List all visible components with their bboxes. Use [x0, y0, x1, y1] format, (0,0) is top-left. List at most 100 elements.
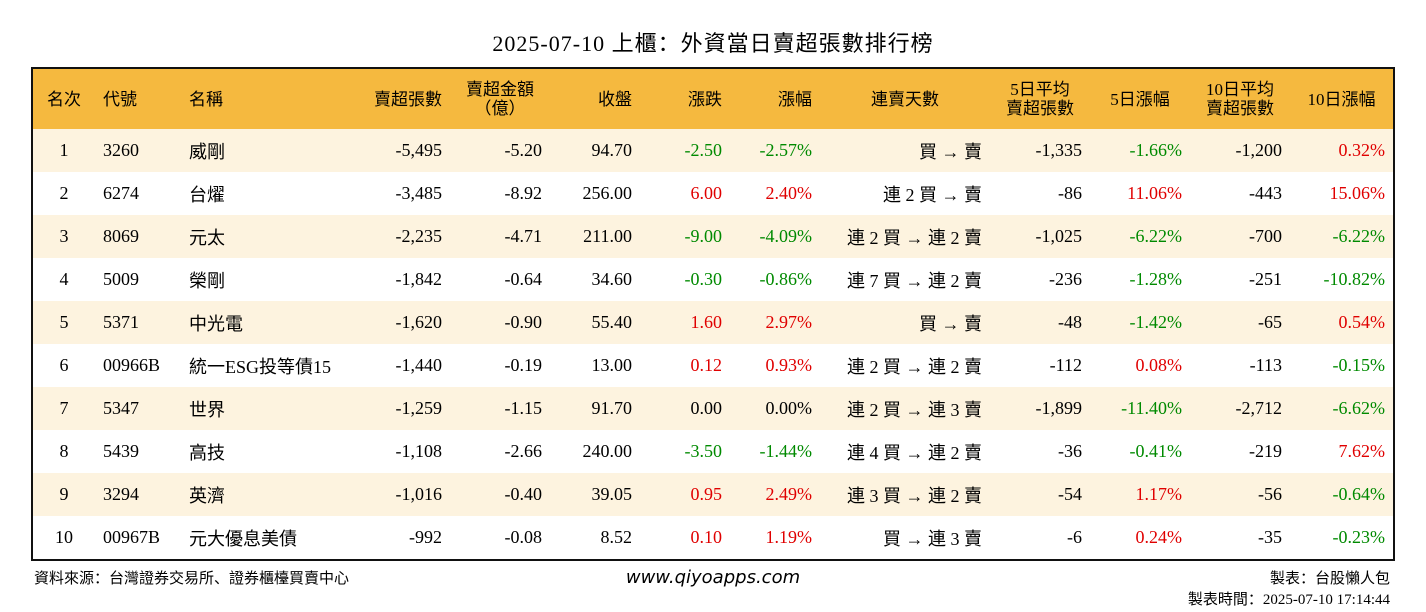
cell-name: 中光電: [189, 313, 243, 334]
cell-close: 256.00: [582, 183, 633, 203]
cell-sell-amount: -0.64: [504, 269, 543, 289]
cell-name: 元大優息美債: [189, 528, 297, 549]
cell-sell-amount: -0.08: [504, 527, 543, 547]
cell-sell-lots: -1,842: [395, 269, 443, 289]
cell-name: 高技: [189, 442, 225, 463]
cell-close: 240.00: [582, 441, 633, 461]
cell-pct: -2.57%: [759, 140, 813, 160]
header-avg10-line2: 賣超張數: [1206, 99, 1274, 118]
cell-pct10: 0.32%: [1338, 140, 1386, 160]
cell-avg10: -443: [1249, 183, 1282, 203]
header-close: 收盤: [598, 89, 632, 109]
cell-change: -2.50: [684, 140, 723, 160]
header-avg5-line2: 賣超張數: [1006, 99, 1074, 118]
cell-streak: 連 2 買 → 連 2 賣: [847, 356, 982, 377]
table-body: 1 3260 威剛 -5,495 -5.20 94.70 -2.50 -2.57% 買 → 賣 -…: [33, 129, 1393, 559]
header-avg5: 5日平均 賣超張數: [990, 69, 1090, 129]
header-sell-lots: 賣超張數: [374, 89, 442, 109]
header-sell-amount-line1: 賣超金額: [466, 80, 534, 99]
cell-avg5: -86: [1058, 183, 1082, 203]
cell-pct10: 0.54%: [1338, 312, 1386, 332]
cell-avg10: -2,712: [1235, 398, 1283, 418]
table-row: 10 00967B 元大優息美債 -992 -0.08 8.52 0.10 1.19% 買 → …: [33, 516, 1393, 559]
cell-close: 8.52: [600, 527, 633, 547]
cell-code: 5371: [103, 312, 139, 332]
header-sell-amount-line2: （億）: [474, 99, 526, 118]
data-source: 資料來源：台灣證券交易所、證券櫃檯買賣中心: [34, 571, 350, 587]
cell-rank: 5: [59, 312, 69, 332]
cell-pct5: -1.66%: [1129, 140, 1183, 160]
cell-pct5: -11.40%: [1121, 398, 1182, 418]
cell-rank: 1: [59, 140, 69, 160]
cell-pct10: -6.62%: [1332, 398, 1386, 418]
cell-close: 39.05: [591, 484, 633, 504]
cell-name: 威剛: [189, 141, 225, 162]
header-rank: 名次: [47, 89, 81, 109]
cell-close: 94.70: [591, 140, 633, 160]
cell-avg10: -1,200: [1235, 140, 1283, 160]
cell-change: 0.10: [690, 527, 723, 547]
cell-avg5: -36: [1058, 441, 1082, 461]
cell-rank: 3: [59, 226, 69, 246]
cell-avg10: -251: [1249, 269, 1282, 289]
cell-sell-amount: -5.20: [504, 140, 543, 160]
cell-name: 台燿: [189, 184, 225, 205]
cell-close: 13.00: [591, 355, 633, 375]
cell-code: 3294: [103, 484, 139, 504]
cell-code: 3260: [103, 140, 139, 160]
cell-name: 元太: [189, 227, 225, 248]
ranking-table-container: 名次 代號 名稱 賣超張數 賣超金額 （億） 收盤 漲跌 漲幅 連賣天數 5日平…: [31, 67, 1395, 561]
cell-sell-lots: -1,440: [395, 355, 443, 375]
header-change: 漲跌: [688, 89, 722, 109]
header-pct5: 5日漲幅: [1110, 89, 1170, 109]
cell-change: -0.30: [684, 269, 723, 289]
cell-sell-lots: -1,016: [395, 484, 443, 504]
cell-pct5: 1.17%: [1135, 484, 1183, 504]
cell-sell-lots: -1,620: [395, 312, 443, 332]
cell-close: 34.60: [591, 269, 633, 289]
website-link[interactable]: www.qiyoapps.com: [625, 567, 801, 588]
cell-pct10: -0.15%: [1332, 355, 1386, 375]
cell-pct10: -0.64%: [1332, 484, 1386, 504]
cell-change: 1.60: [690, 312, 723, 332]
ranking-table: 名次 代號 名稱 賣超張數 賣超金額 （億） 收盤 漲跌 漲幅 連賣天數 5日平…: [33, 69, 1393, 559]
cell-sell-lots: -2,235: [395, 226, 443, 246]
cell-streak: 連 4 買 → 連 2 賣: [847, 442, 982, 463]
cell-sell-lots: -1,108: [395, 441, 443, 461]
cell-pct: 2.49%: [765, 484, 813, 504]
cell-pct10: -10.82%: [1323, 269, 1386, 289]
cell-pct10: -6.22%: [1332, 226, 1386, 246]
cell-rank: 6: [59, 355, 69, 375]
cell-sell-lots: -5,495: [395, 140, 443, 160]
header-pct: 漲幅: [778, 89, 812, 109]
cell-pct: -0.86%: [759, 269, 813, 289]
cell-pct5: -1.42%: [1129, 312, 1183, 332]
cell-sell-amount: -4.71: [504, 226, 543, 246]
cell-avg10: -56: [1258, 484, 1282, 504]
cell-pct: 2.97%: [765, 312, 813, 332]
cell-sell-amount: -1.15: [504, 398, 543, 418]
cell-pct: -4.09%: [759, 226, 813, 246]
cell-code: 6274: [103, 183, 139, 203]
cell-pct5: -6.22%: [1129, 226, 1183, 246]
cell-pct5: -1.28%: [1129, 269, 1183, 289]
cell-avg5: -1,335: [1035, 140, 1083, 160]
table-row: 7 5347 世界 -1,259 -1.15 91.70 0.00 0.00% 連 2 買 → …: [33, 387, 1393, 430]
cell-change: 0.95: [690, 484, 723, 504]
cell-name: 世界: [189, 399, 225, 420]
cell-avg10: -113: [1249, 355, 1282, 375]
cell-avg10: -35: [1258, 527, 1282, 547]
page-title: 2025-07-10 上櫃：外資當日賣超張數排行榜: [492, 31, 934, 56]
cell-close: 211.00: [583, 226, 632, 246]
cell-avg5: -6: [1067, 527, 1082, 547]
table-row: 2 6274 台燿 -3,485 -8.92 256.00 6.00 2.40% 連 2 買 →…: [33, 172, 1393, 215]
cell-pct10: 15.06%: [1329, 183, 1386, 203]
cell-code: 00967B: [103, 527, 161, 547]
cell-rank: 9: [59, 484, 69, 504]
cell-code: 00966B: [103, 355, 161, 375]
table-row: 8 5439 高技 -1,108 -2.66 240.00 -3.50 -1.44% 連 4 買…: [33, 430, 1393, 473]
cell-code: 5347: [103, 398, 139, 418]
cell-pct5: -0.41%: [1129, 441, 1183, 461]
table-row: 4 5009 榮剛 -1,842 -0.64 34.60 -0.30 -0.86% 連 7 買 …: [33, 258, 1393, 301]
cell-change: -9.00: [684, 226, 723, 246]
